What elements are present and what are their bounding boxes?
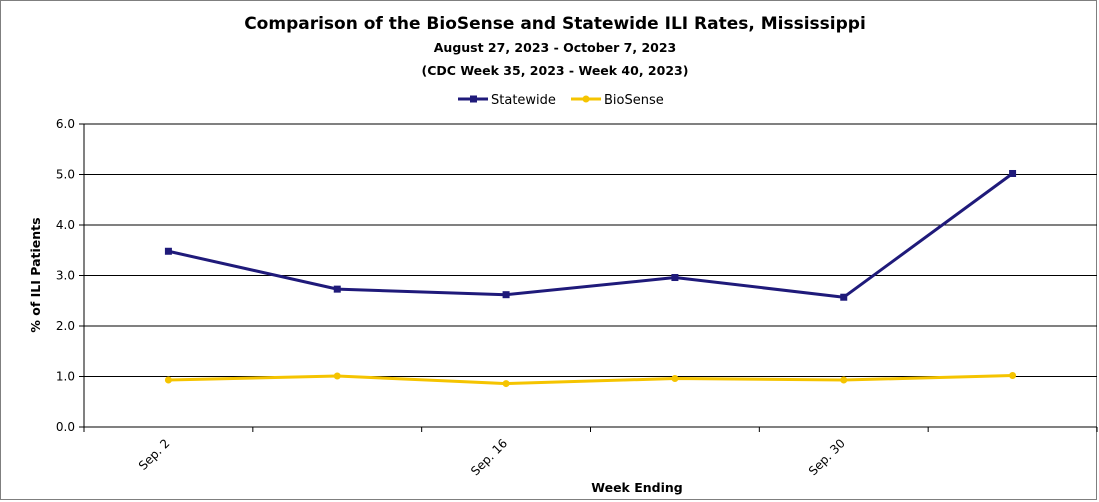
chart-subtitle-weeks: (CDC Week 35, 2023 - Week 40, 2023) xyxy=(422,63,689,78)
y-tick-label: 1.0 xyxy=(56,370,75,384)
series-layer xyxy=(164,169,1017,388)
x-tick-label: Sep. 2 xyxy=(136,436,173,473)
y-tick-label: 6.0 xyxy=(56,117,75,131)
data-point-biosense xyxy=(164,376,172,384)
x-tick-label: Sep. 30 xyxy=(806,436,848,478)
legend-marker-statewide xyxy=(470,95,477,103)
y-axis-title: % of ILI Patients xyxy=(28,217,43,332)
legend-label-biosense: BioSense xyxy=(604,93,664,108)
y-tick-label: 2.0 xyxy=(56,319,75,333)
axes: 0.0 1.0 2.0 3.0 4.0 5.0 6.0 Sep. 2 Sep. 16 Sep. 3… xyxy=(56,117,1098,478)
x-axis-title: Week Ending xyxy=(591,480,682,495)
series-line-biosense xyxy=(168,373,1013,386)
chart-subtitle-dates: August 27, 2023 - October 7, 2023 xyxy=(434,40,677,55)
data-point-biosense xyxy=(840,376,848,384)
data-point-statewide xyxy=(840,293,848,301)
y-tick-label: 3.0 xyxy=(56,269,75,283)
chart-title: Comparison of the BioSense and Statewide… xyxy=(244,14,866,34)
series-line-statewide xyxy=(168,172,1014,299)
data-point-biosense xyxy=(671,375,679,383)
data-point-biosense xyxy=(502,380,510,388)
data-point-statewide xyxy=(333,285,341,293)
data-point-statewide xyxy=(1009,169,1017,177)
data-point-biosense xyxy=(333,372,341,380)
data-point-statewide xyxy=(164,247,172,255)
legend-marker-biosense xyxy=(582,95,590,103)
data-point-statewide xyxy=(502,291,510,299)
y-tick-label: 5.0 xyxy=(56,168,75,182)
legend: Statewide BioSense xyxy=(458,93,664,108)
data-point-statewide xyxy=(671,274,679,282)
y-tick-label: 0.0 xyxy=(56,420,75,434)
x-tick-label: Sep. 16 xyxy=(468,436,510,478)
legend-label-statewide: Statewide xyxy=(491,93,556,108)
y-tick-label: 4.0 xyxy=(56,218,75,232)
data-point-biosense xyxy=(1009,371,1017,379)
gridlines xyxy=(84,123,1097,428)
